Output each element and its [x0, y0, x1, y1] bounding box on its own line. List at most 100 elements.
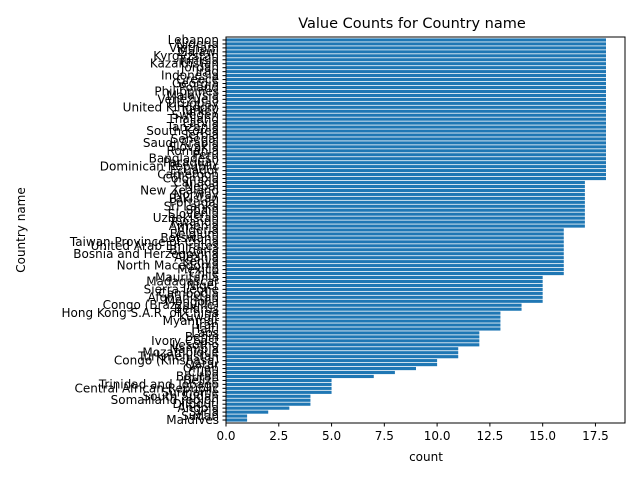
category-label: Armenia — [169, 219, 219, 233]
category-label: Senegal — [171, 132, 219, 146]
bar — [226, 323, 501, 327]
bar — [226, 355, 459, 359]
category-label: Madagascar — [146, 274, 219, 288]
bar — [226, 240, 564, 244]
bar — [226, 42, 606, 46]
category-label: Nigeria — [176, 37, 219, 51]
category-label: Tanzania — [166, 120, 219, 134]
bar — [226, 410, 269, 414]
bar — [226, 299, 543, 303]
bar — [226, 172, 606, 177]
bar — [226, 220, 585, 224]
bar — [226, 307, 522, 311]
bar — [226, 212, 585, 216]
category-label: Myanmar — [163, 314, 219, 328]
bar — [226, 70, 606, 74]
category-label: Mexico — [177, 263, 219, 277]
bar — [226, 236, 564, 240]
x-tick-label: 0.0 — [216, 429, 235, 443]
category-label: Saudi Arabia — [143, 136, 219, 150]
bar — [226, 153, 606, 157]
x-tick-label: 15.0 — [529, 429, 556, 443]
category-label: Congo (Kinshasa) — [114, 354, 219, 368]
bar — [226, 394, 311, 398]
bar — [226, 335, 480, 339]
bar — [226, 339, 480, 343]
category-label: Central African Republic — [75, 381, 219, 395]
category-label: Malaysia — [167, 88, 219, 102]
bar — [226, 141, 606, 145]
category-label: Norway — [173, 187, 219, 201]
category-label: Cuba — [188, 366, 219, 380]
bar — [226, 97, 606, 101]
category-label: Peru — [192, 148, 219, 162]
bar — [226, 74, 606, 78]
category-label: Latvia — [182, 116, 219, 130]
category-label: Benin — [185, 330, 219, 344]
category-label: Sri Lanka — [164, 199, 219, 213]
category-label: Romania — [167, 144, 219, 158]
category-label: Trinidad and Tobago — [98, 377, 219, 391]
x-tick-label: 7.5 — [375, 429, 394, 443]
category-label: Ivory Coast — [151, 334, 219, 348]
category-label: Dominican Republic — [100, 160, 219, 174]
bar — [226, 370, 395, 375]
category-label: Angola — [178, 401, 219, 415]
bar — [226, 149, 606, 153]
category-label: Thailand — [166, 112, 219, 126]
category-label: Afghanistan — [148, 290, 219, 304]
bar — [226, 137, 606, 141]
bar — [226, 188, 585, 192]
category-label: Sierra Leone — [144, 282, 219, 296]
category-label: Bosnia and Herzegovina — [73, 247, 219, 261]
category-label: Congo (Brazzaville) — [103, 298, 219, 312]
bar — [226, 85, 606, 90]
bar — [226, 161, 606, 165]
bar — [226, 256, 564, 260]
category-label: Qatar — [185, 358, 219, 372]
category-label: Mongolia — [165, 294, 219, 308]
bar — [226, 406, 290, 410]
bar — [226, 184, 585, 189]
bar — [226, 390, 332, 394]
bar — [226, 81, 606, 86]
bar — [226, 319, 501, 323]
category-label: Lesotho — [172, 338, 219, 352]
bar — [226, 271, 564, 276]
category-label: Canada — [173, 175, 219, 189]
x-axis-label: count — [409, 450, 443, 464]
x-tick-label: 2.5 — [269, 429, 288, 443]
category-label: Tunisia — [177, 53, 219, 67]
bar — [226, 125, 606, 129]
category-label: Chile — [189, 267, 219, 281]
category-label: Namibia — [169, 342, 219, 356]
bar — [226, 196, 585, 200]
category-label: New Zealand — [140, 183, 219, 197]
bar — [226, 89, 606, 94]
category-label: Algeria — [177, 223, 219, 237]
category-label: Indonesia — [161, 69, 219, 83]
category-label: Turkey — [179, 104, 219, 118]
bar — [226, 295, 543, 299]
bar — [226, 101, 606, 105]
bar — [226, 398, 311, 402]
bar — [226, 232, 564, 236]
category-label: Kazakhstan — [150, 57, 219, 71]
category-label: United Arab Emirates — [91, 239, 219, 253]
bar — [226, 366, 416, 371]
category-label: Oman — [183, 362, 219, 376]
bar — [226, 327, 501, 331]
bar — [226, 109, 606, 113]
bar — [226, 252, 564, 256]
bar — [226, 414, 248, 418]
category-label: Kuwait — [179, 310, 219, 324]
category-label: Bhutan — [176, 369, 219, 383]
category-label: Malawi — [177, 45, 219, 59]
category-label: Hong Kong S.A.R. of China — [62, 306, 220, 320]
bar — [226, 374, 374, 379]
category-label: Mauritania — [155, 271, 219, 285]
category-label: Slovakia — [169, 140, 219, 154]
category-label: Kyrgyzstan — [153, 49, 219, 63]
category-label: Botswana — [160, 231, 219, 245]
